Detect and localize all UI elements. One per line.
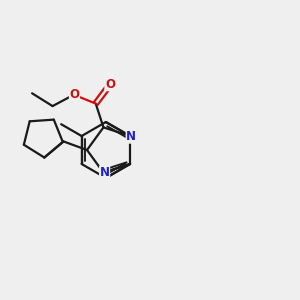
Text: O: O bbox=[105, 78, 115, 91]
Text: O: O bbox=[70, 88, 80, 101]
Text: N: N bbox=[100, 166, 110, 179]
Text: N: N bbox=[126, 130, 136, 143]
